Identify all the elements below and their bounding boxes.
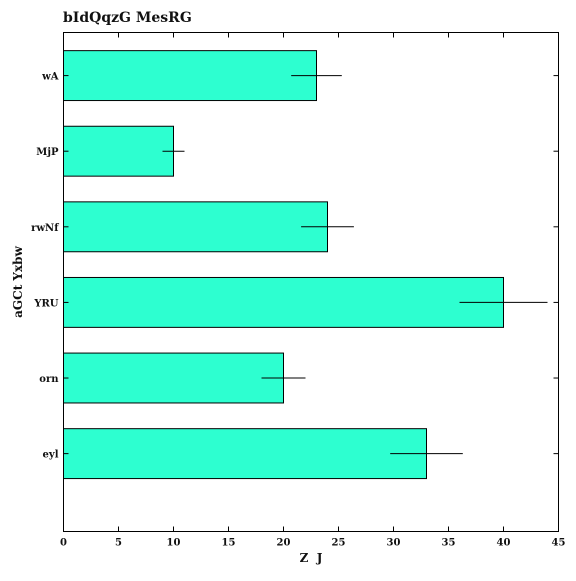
chart-title: bIdQqzG MesRG: [63, 10, 192, 26]
x-tick-label: 0: [60, 538, 67, 549]
bar-wA: [63, 50, 317, 102]
y-tick-label: YRU: [33, 298, 58, 309]
bar-rwNf: [63, 201, 328, 253]
y-tick-label: MjP: [36, 147, 59, 158]
x-tick-label: 10: [167, 538, 181, 549]
x-tick-label: 45: [552, 538, 566, 549]
bar-orn: [63, 352, 284, 404]
y-axis-label: aGCt Yxbw: [11, 245, 25, 317]
bar-MjP: [63, 125, 174, 177]
x-tick-label: 20: [277, 538, 291, 549]
x-tick-label: 25: [332, 538, 346, 549]
y-tick-label: eyl: [43, 450, 59, 461]
x-tick-label: 5: [115, 538, 122, 549]
ticks-layer: wA MjP rwNf YRU orn eyl 0 5 10 15 20 25 30 35 40 45: [31, 32, 566, 549]
y-tick-label: rwNf: [31, 223, 59, 234]
x-axis-label: Z J: [300, 551, 323, 565]
bar-eyl: [63, 428, 427, 480]
bars-layer: [63, 50, 548, 480]
y-tick-label: orn: [39, 374, 59, 385]
x-tick-label: 40: [497, 538, 511, 549]
x-tick-label: 35: [442, 538, 456, 549]
x-tick-label: 30: [387, 538, 401, 549]
y-tick-label: wA: [41, 72, 59, 83]
x-tick-label: 15: [222, 538, 236, 549]
bar-YRU: [63, 276, 504, 328]
